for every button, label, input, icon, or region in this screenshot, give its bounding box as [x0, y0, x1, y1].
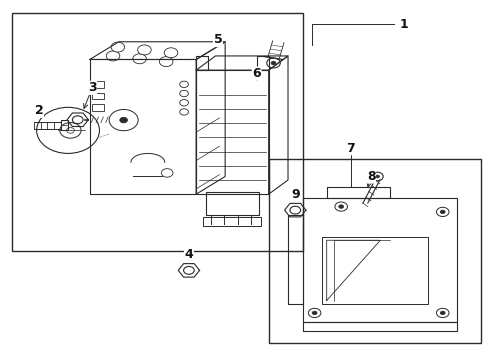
Bar — [92, 104, 104, 111]
Circle shape — [371, 172, 383, 181]
Text: 3: 3 — [88, 81, 96, 94]
Bar — [268, 159, 480, 343]
Circle shape — [72, 116, 83, 123]
Circle shape — [334, 202, 347, 211]
Circle shape — [111, 42, 124, 52]
Circle shape — [180, 81, 188, 87]
Bar — [92, 93, 104, 99]
Circle shape — [338, 205, 343, 208]
Circle shape — [435, 207, 448, 216]
Circle shape — [37, 107, 99, 153]
Circle shape — [183, 266, 194, 274]
Bar — [12, 13, 302, 251]
Text: 6: 6 — [252, 67, 261, 80]
Circle shape — [308, 308, 320, 318]
Circle shape — [180, 90, 188, 97]
Bar — [321, 237, 427, 304]
Circle shape — [375, 175, 379, 178]
Circle shape — [439, 311, 444, 315]
Circle shape — [311, 311, 316, 315]
Text: 4: 4 — [184, 248, 193, 261]
Bar — [203, 217, 261, 226]
Circle shape — [439, 210, 444, 214]
Circle shape — [138, 45, 151, 55]
Circle shape — [180, 109, 188, 115]
Circle shape — [159, 57, 173, 67]
Circle shape — [435, 308, 448, 318]
Text: 9: 9 — [290, 188, 299, 201]
Circle shape — [266, 58, 280, 68]
Text: 1: 1 — [399, 18, 407, 31]
Text: 2: 2 — [35, 104, 43, 117]
Text: 8: 8 — [366, 170, 375, 183]
Circle shape — [164, 48, 178, 58]
Circle shape — [60, 123, 81, 138]
Circle shape — [270, 61, 275, 65]
Circle shape — [120, 117, 127, 123]
Bar — [61, 120, 67, 130]
Circle shape — [106, 51, 120, 61]
Circle shape — [289, 206, 300, 214]
Text: 7: 7 — [346, 141, 354, 154]
Circle shape — [66, 127, 74, 133]
Text: 5: 5 — [213, 33, 222, 46]
Circle shape — [161, 168, 173, 177]
Bar — [205, 192, 259, 215]
Circle shape — [133, 54, 146, 64]
Circle shape — [109, 109, 138, 131]
Bar — [92, 81, 104, 88]
Circle shape — [180, 100, 188, 106]
